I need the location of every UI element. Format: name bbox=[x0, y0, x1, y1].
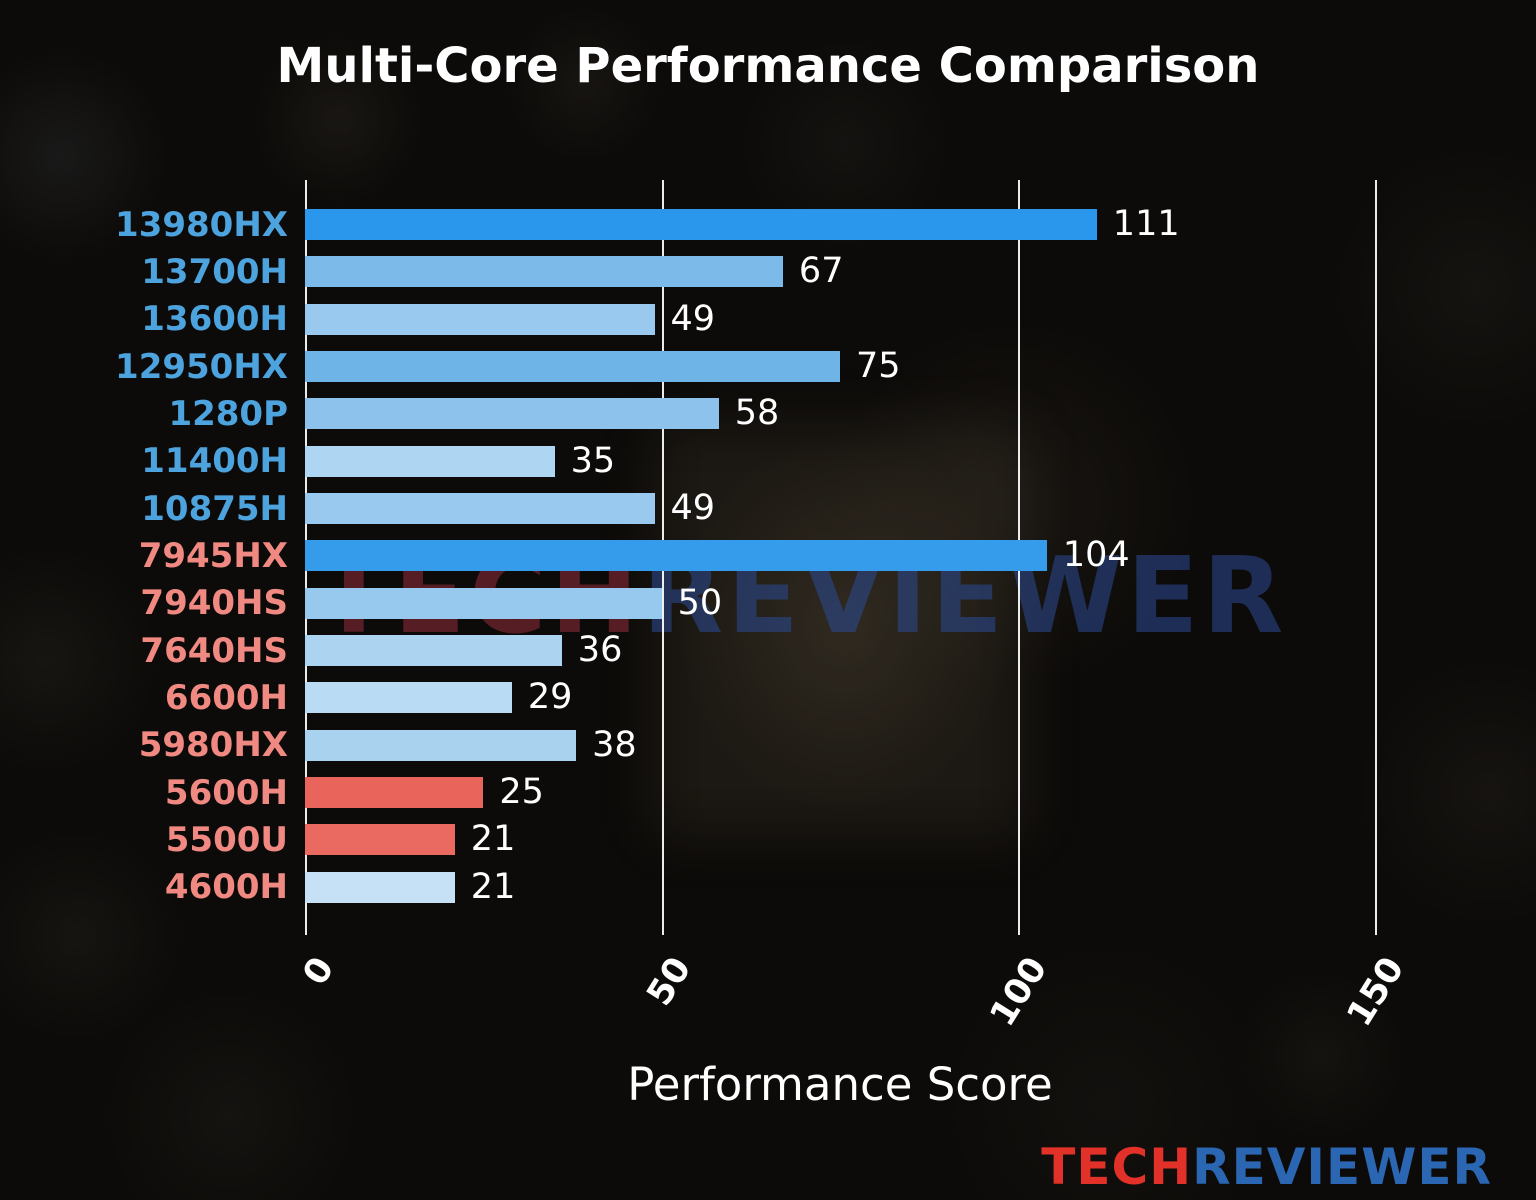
category-label: 13980HX bbox=[115, 204, 288, 245]
brand-logo-tech-text: TECH bbox=[1041, 1138, 1193, 1196]
chart-row: 111 bbox=[305, 201, 1490, 248]
chart-row: 75 bbox=[305, 343, 1490, 390]
category-label: 1280P bbox=[168, 393, 288, 434]
category-label: 7640HS bbox=[140, 630, 288, 671]
category-label: 4600H bbox=[164, 867, 288, 908]
plot-area: 111 67 49 75 58 35 49 104 50 36 29 38 25 21 21 bbox=[305, 180, 1490, 935]
chart-row: 29 bbox=[305, 674, 1490, 721]
bar bbox=[305, 777, 484, 809]
chart-row: 104 bbox=[305, 532, 1490, 579]
bar-value-label: 29 bbox=[527, 677, 573, 718]
chart-title: Multi-Core Performance Comparison bbox=[276, 38, 1260, 94]
category-label: 7940HS bbox=[140, 583, 288, 624]
bar bbox=[305, 540, 1047, 572]
bar bbox=[305, 682, 512, 714]
chart-row: 38 bbox=[305, 722, 1490, 769]
bar-value-label: 75 bbox=[856, 346, 901, 387]
chart-row: 50 bbox=[305, 580, 1490, 627]
bar bbox=[305, 303, 655, 335]
chart-row: 36 bbox=[305, 627, 1490, 674]
chart-row: 25 bbox=[305, 769, 1490, 816]
category-label: 6600H bbox=[164, 677, 288, 718]
gridline bbox=[1375, 180, 1377, 935]
bar-value-label: 21 bbox=[470, 866, 516, 907]
x-axis-label: Performance Score bbox=[627, 1058, 1053, 1111]
bar-value-label: 49 bbox=[670, 488, 716, 529]
category-label: 5500U bbox=[165, 819, 288, 860]
category-label: 10875H bbox=[141, 488, 288, 529]
bar-value-label: 104 bbox=[1062, 535, 1130, 576]
bar-value-label: 67 bbox=[798, 251, 844, 292]
category-label: 7945HX bbox=[138, 535, 288, 576]
bar bbox=[305, 871, 455, 903]
bar-value-label: 38 bbox=[592, 724, 637, 765]
bar-value-label: 36 bbox=[577, 630, 623, 671]
category-label: 5980HX bbox=[138, 725, 288, 766]
chart-row: 67 bbox=[305, 248, 1490, 295]
chart-row: 21 bbox=[305, 864, 1490, 911]
bar-value-label: 58 bbox=[734, 393, 780, 434]
brand-logo-reviewer-text: REVIEWER bbox=[1192, 1138, 1492, 1196]
category-label: 11400H bbox=[141, 441, 288, 482]
bar-value-label: 21 bbox=[470, 819, 516, 860]
bar-value-label: 111 bbox=[1112, 204, 1180, 245]
chart-row: 35 bbox=[305, 438, 1490, 485]
y-axis-category-labels: 13980HX 13700H 13600H 12950HX 1280P 11400H 108… bbox=[0, 180, 288, 935]
bar bbox=[305, 398, 719, 430]
category-label: 13700H bbox=[141, 251, 288, 292]
chart-row: 49 bbox=[305, 485, 1490, 532]
brand-logo: TECHREVIEWER bbox=[1041, 1142, 1492, 1192]
chart-row: 21 bbox=[305, 816, 1490, 863]
bar bbox=[305, 493, 655, 525]
bar-value-label: 49 bbox=[670, 298, 716, 339]
category-label: 13600H bbox=[141, 299, 288, 340]
bar bbox=[305, 635, 562, 667]
bar bbox=[305, 256, 783, 288]
bar-value-label: 50 bbox=[677, 582, 723, 623]
cpu-photo-highlight bbox=[655, 425, 1025, 835]
category-label: 5600H bbox=[164, 772, 288, 813]
bar bbox=[305, 445, 555, 477]
bar bbox=[305, 729, 577, 761]
bar bbox=[305, 824, 455, 856]
chart-row: 49 bbox=[305, 296, 1490, 343]
bar bbox=[305, 209, 1097, 241]
bar-rows: 111 67 49 75 58 35 49 104 50 36 29 38 25 21 21 bbox=[305, 180, 1490, 935]
chart-row: 58 bbox=[305, 390, 1490, 437]
category-label: 12950HX bbox=[115, 346, 288, 387]
bar bbox=[305, 351, 840, 383]
bar-value-label: 35 bbox=[570, 440, 616, 481]
bar-value-label: 25 bbox=[499, 772, 544, 813]
bar bbox=[305, 587, 662, 619]
